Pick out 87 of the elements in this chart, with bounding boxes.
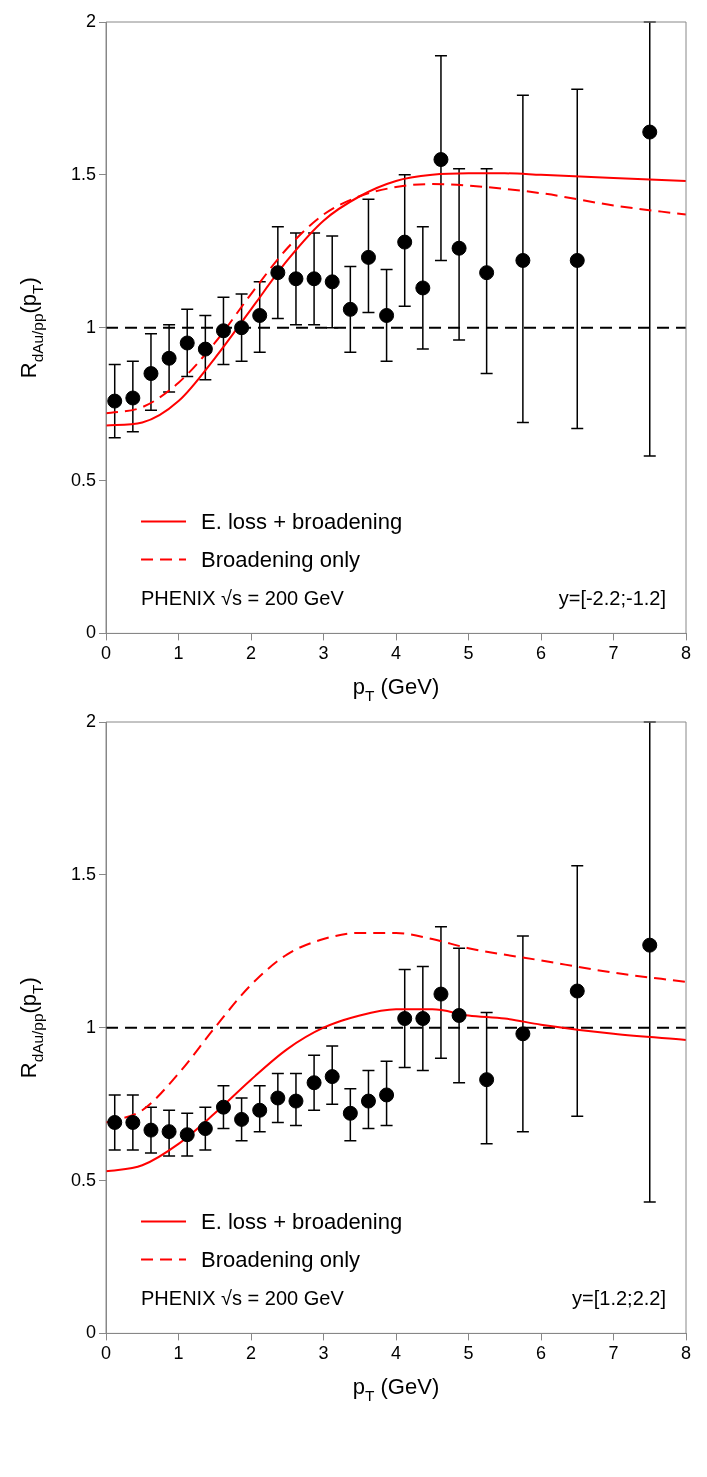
- point: [270, 1090, 286, 1106]
- point: [197, 341, 213, 357]
- point: [379, 307, 395, 323]
- y-tick-label: 0: [86, 1322, 97, 1343]
- x-tick-label: 2: [246, 1343, 257, 1364]
- point: [451, 1007, 467, 1023]
- x-tick-label: 7: [608, 643, 619, 664]
- point: [324, 274, 340, 290]
- point: [306, 1075, 322, 1091]
- x-tick-label: 5: [463, 1343, 474, 1364]
- point: [143, 1122, 159, 1138]
- y-tick-label: 1: [86, 1016, 97, 1037]
- point: [360, 249, 376, 265]
- point: [515, 252, 531, 268]
- point: [569, 252, 585, 268]
- point: [324, 1069, 340, 1085]
- x-tick-label: 7: [608, 1343, 619, 1364]
- point: [252, 307, 268, 323]
- x-tick-label: 8: [680, 1343, 692, 1364]
- point: [515, 1026, 531, 1042]
- x-tick-label: 3: [318, 643, 329, 664]
- x-tick-label: 2: [246, 643, 257, 664]
- y-tick-label: 1.5: [70, 863, 97, 884]
- point: [433, 152, 449, 168]
- point: [107, 393, 123, 409]
- legend-label: E. loss + broadening: [201, 1209, 403, 1235]
- point: [433, 986, 449, 1002]
- point: [143, 366, 159, 382]
- point: [215, 1099, 231, 1115]
- point: [479, 1072, 495, 1088]
- point: [179, 1127, 195, 1143]
- x-tick-label: 5: [463, 643, 474, 664]
- x-tick-label: 6: [536, 643, 547, 664]
- annotation: y=[-2.2;-1.2]: [558, 587, 667, 610]
- point: [179, 335, 195, 351]
- point: [125, 390, 141, 406]
- point: [161, 1124, 177, 1140]
- y-axis-title: RdAu/pp(pT): [16, 277, 46, 379]
- legend-label: Broadening only: [201, 547, 361, 573]
- x-tick-label: 3: [318, 1343, 329, 1364]
- point: [270, 265, 286, 281]
- point: [397, 234, 413, 250]
- annotation: y=[1.2;2.2]: [572, 1287, 667, 1310]
- point: [569, 983, 585, 999]
- y-tick-label: 2: [86, 710, 97, 731]
- annotation: PHENIX √s = 200 GeV: [141, 587, 345, 610]
- y-axis-title: RdAu/pp(pT): [16, 977, 46, 1079]
- x-tick-label: 0: [101, 643, 112, 664]
- point: [415, 280, 431, 296]
- point: [342, 1105, 358, 1121]
- x-tick-label: 4: [391, 1343, 402, 1364]
- y-tick-label: 0.5: [70, 1169, 97, 1190]
- point: [107, 1114, 123, 1130]
- y-tick-label: 2: [86, 10, 97, 31]
- point: [415, 1011, 431, 1027]
- point: [451, 240, 467, 256]
- line-series: [106, 1008, 686, 1173]
- point: [234, 1111, 250, 1127]
- x-tick-label: 8: [680, 643, 692, 664]
- y-tick-label: 0.5: [70, 469, 97, 490]
- point: [306, 271, 322, 287]
- point: [234, 320, 250, 336]
- x-tick-label: 1: [173, 643, 184, 664]
- point: [342, 301, 358, 317]
- point: [397, 1011, 413, 1027]
- annotation: PHENIX √s = 200 GeV: [141, 1287, 345, 1310]
- point: [215, 323, 231, 339]
- point: [479, 265, 495, 281]
- x-tick-label: 4: [391, 643, 402, 664]
- point: [252, 1102, 268, 1118]
- y-tick-label: 1.5: [70, 163, 97, 184]
- point: [125, 1114, 141, 1130]
- x-tick-label: 0: [101, 1343, 112, 1364]
- point: [288, 271, 304, 287]
- point: [642, 124, 658, 140]
- legend-label: E. loss + broadening: [201, 509, 403, 535]
- legend-label: Broadening only: [201, 1247, 361, 1273]
- x-tick-label: 6: [536, 1343, 547, 1364]
- y-tick-label: 0: [86, 622, 97, 643]
- point: [197, 1121, 213, 1137]
- point: [360, 1093, 376, 1109]
- point: [379, 1087, 395, 1103]
- point: [288, 1093, 304, 1109]
- point: [642, 937, 658, 953]
- y-tick-label: 1: [86, 316, 97, 337]
- x-tick-label: 1: [173, 1343, 184, 1364]
- point: [161, 350, 177, 366]
